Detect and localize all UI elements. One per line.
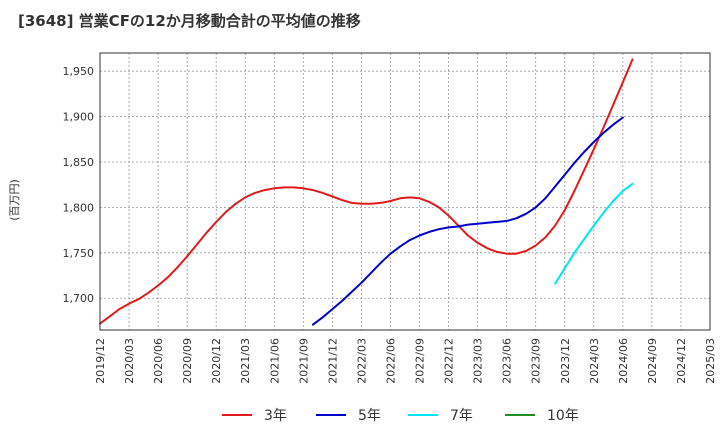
y-tick-label: 1,850 bbox=[63, 156, 95, 169]
x-tick-label: 2022/06 bbox=[384, 338, 397, 384]
legend: 3年 5年 7年 10年 bbox=[222, 408, 579, 424]
series-line-3 bbox=[554, 182, 634, 285]
x-tick-label: 2025/03 bbox=[704, 338, 717, 384]
legend-label-2: 5年 bbox=[358, 408, 381, 424]
legend-label-4: 10年 bbox=[547, 408, 579, 424]
x-tick-label: 2021/09 bbox=[297, 338, 310, 384]
x-tick-label: 2020/06 bbox=[152, 338, 165, 384]
series-lines bbox=[99, 58, 634, 326]
x-tick-label: 2024/03 bbox=[588, 338, 601, 384]
x-tick-label: 2021/12 bbox=[326, 338, 339, 384]
y-tick-label: 1,900 bbox=[63, 111, 95, 124]
legend-label-1: 3年 bbox=[264, 408, 287, 424]
x-tick-label: 2024/09 bbox=[646, 338, 659, 384]
series-line-1 bbox=[99, 58, 634, 325]
x-tick-label: 2024/06 bbox=[617, 338, 630, 384]
x-tick-label: 2023/09 bbox=[530, 338, 543, 384]
x-tick-label: 2020/12 bbox=[210, 338, 223, 384]
x-tick-label: 2019/12 bbox=[94, 338, 107, 384]
chart-title: [3648] 営業CFの12か月移動合計の平均値の推移 bbox=[18, 12, 361, 30]
y-tick-label: 1,800 bbox=[63, 201, 95, 214]
x-tick-label: 2023/06 bbox=[501, 338, 514, 384]
x-tick-label: 2024/12 bbox=[675, 338, 688, 384]
x-tick-label: 2022/03 bbox=[355, 338, 368, 384]
legend-label-3: 7年 bbox=[450, 408, 473, 424]
x-tick-label: 2022/12 bbox=[443, 338, 456, 384]
y-tick-label: 1,950 bbox=[63, 65, 95, 78]
x-tick-label: 2022/09 bbox=[414, 338, 427, 384]
series-line-2 bbox=[312, 116, 624, 326]
y-axis-label: (百万円) bbox=[8, 179, 21, 221]
x-tick-label: 2020/03 bbox=[123, 338, 136, 384]
x-tick-label: 2021/06 bbox=[268, 338, 281, 384]
x-tick-label: 2023/12 bbox=[559, 338, 572, 384]
y-tick-label: 1,750 bbox=[63, 247, 95, 260]
y-tick-label: 1,700 bbox=[63, 292, 95, 305]
x-tick-label: 2021/03 bbox=[239, 338, 252, 384]
x-tick-label: 2023/03 bbox=[472, 338, 485, 384]
y-tick-labels: 1,700 1,750 1,800 1,850 1,900 1,950 bbox=[63, 65, 95, 305]
x-tick-labels: 2019/12 2020/03 2020/06 2020/09 2020/12 2021/… bbox=[94, 338, 717, 384]
plot-frame bbox=[99, 52, 711, 331]
x-tick-label: 2020/09 bbox=[181, 338, 194, 384]
